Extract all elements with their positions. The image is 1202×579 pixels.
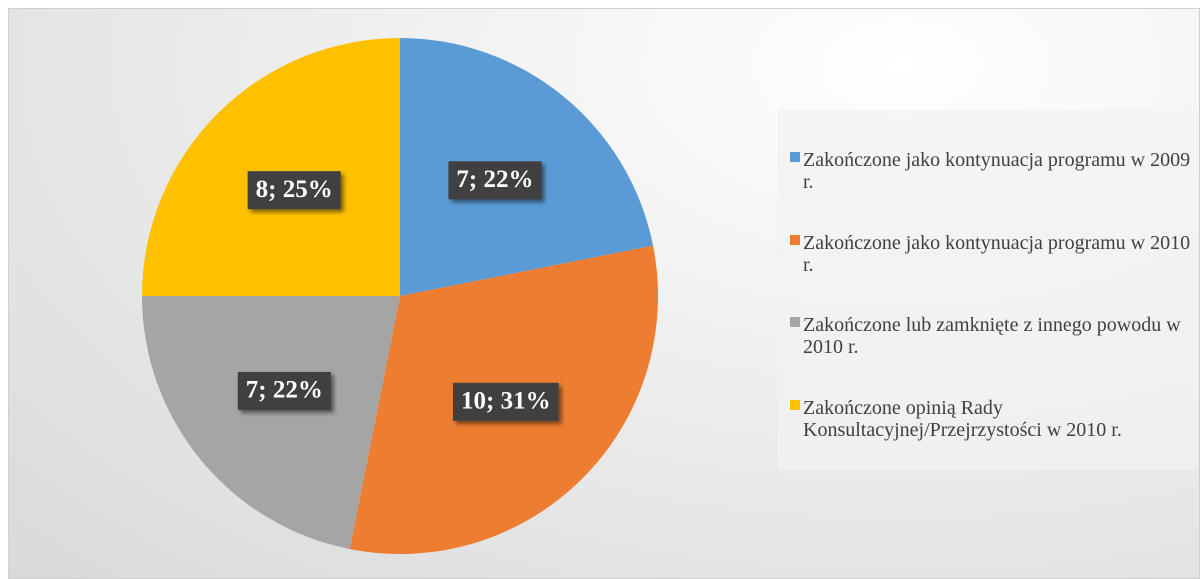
data-label-text: 10; 31%	[461, 388, 551, 415]
data-label-text: 7; 22%	[246, 377, 323, 404]
legend-item: Zakończone jako kontynuacja programu w 2…	[790, 149, 1198, 193]
legend: Zakończone jako kontynuacja programu w 2…	[778, 110, 1198, 470]
legend-label: Zakończone jako kontynuacja programu w 2…	[803, 149, 1191, 194]
pie-slice	[142, 296, 400, 550]
data-label-box	[237, 371, 331, 410]
pie-slice	[142, 38, 400, 296]
legend-item: Zakończone jako kontynuacja programu w 2…	[790, 232, 1198, 276]
data-label-box	[448, 161, 542, 200]
legend-marker	[790, 234, 800, 245]
data-label: 7; 22%	[237, 371, 331, 410]
data-label: 8; 25%	[247, 171, 341, 210]
data-label-text: 8; 25%	[256, 176, 333, 203]
legend-label: Zakończone lub zamknięte z innego powodu…	[803, 314, 1181, 359]
legend-label: Zakończone opinią Rady Konsultacyjnej/Pr…	[803, 396, 1122, 441]
legend-label: Zakończone jako kontynuacja programu w 2…	[803, 231, 1191, 276]
legend-item: Zakończone lub zamknięte z innego powodu…	[790, 314, 1198, 358]
legend-marker	[790, 317, 800, 328]
legend-marker	[790, 152, 800, 163]
data-label-box	[247, 171, 341, 210]
data-label-text: 7; 22%	[456, 166, 533, 193]
legend-marker	[790, 399, 800, 410]
data-label: 7; 22%	[448, 161, 542, 200]
legend-item: Zakończone opinią Rady Konsultacyjnej/Pr…	[790, 397, 1198, 441]
data-label: 10; 31%	[453, 382, 559, 421]
data-label-box	[453, 382, 559, 421]
